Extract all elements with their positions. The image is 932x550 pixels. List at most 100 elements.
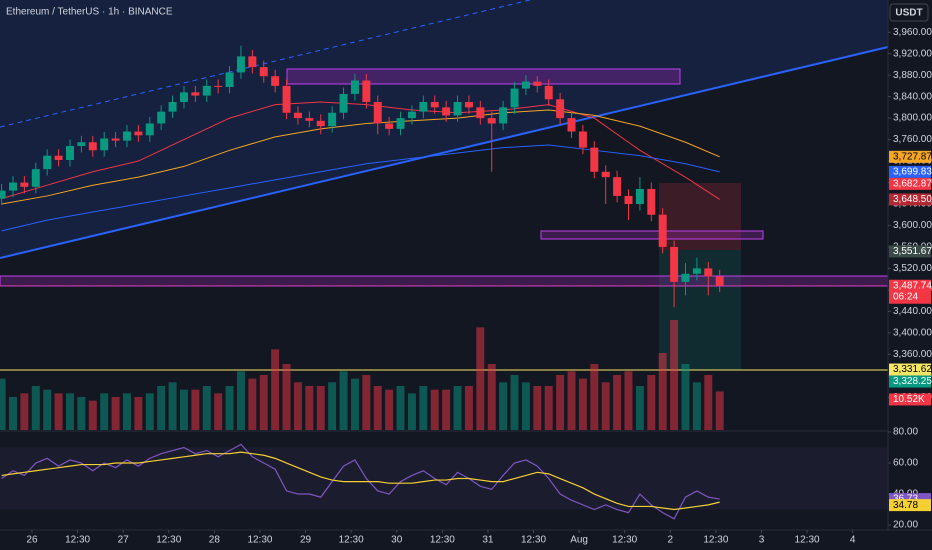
price-badge-label: 3,551.67 (893, 246, 932, 257)
candle-body (510, 88, 519, 108)
candle-body (168, 101, 177, 112)
candle-body (590, 147, 599, 172)
volume-bar (567, 371, 576, 430)
candle-body (293, 112, 302, 119)
volume-bar (704, 375, 713, 430)
candle-body (54, 155, 63, 160)
plot-area (0, 45, 888, 520)
volume-bar (88, 400, 97, 430)
stop-zone (659, 183, 741, 250)
volume-bar (179, 389, 188, 430)
candle-body (578, 131, 587, 148)
price-badge-label: 3,328.25 (893, 376, 932, 387)
candle-body (305, 118, 314, 121)
candle-body (624, 195, 633, 204)
volume-bar (134, 397, 143, 430)
price-badge-label: 3,699.83 (893, 167, 932, 178)
volume-bar (385, 389, 394, 430)
support-band (0, 275, 889, 287)
volume-bar (419, 386, 428, 430)
x-tick-label: 27 (118, 535, 130, 546)
candle-body (658, 214, 667, 247)
y-tick-label: 3,840.00 (893, 91, 932, 102)
candle-body (567, 118, 576, 132)
candle-body (499, 107, 508, 124)
rsi-tick-label: 20.00 (893, 520, 918, 531)
volume-bar (20, 393, 29, 430)
candle-body (316, 120, 325, 127)
volume-bar (510, 375, 519, 430)
volume-bar (453, 386, 462, 430)
price-badge-label: 3,682.87 (893, 179, 932, 190)
candle-body (248, 56, 257, 68)
candle-body (487, 118, 496, 124)
volume-bar (442, 389, 451, 430)
candle-body (214, 85, 223, 87)
currency-label[interactable]: USDT (895, 8, 922, 19)
volume-bar (362, 375, 371, 430)
x-tick-label: 12:30 (795, 535, 820, 546)
candle-body (385, 123, 394, 129)
candle-body (521, 81, 530, 89)
currency-button[interactable] (889, 3, 929, 22)
support-zone (540, 230, 764, 240)
x-tick-label: 12:30 (65, 535, 90, 546)
volume-bar (533, 386, 542, 430)
volume-bar (635, 386, 644, 430)
volume-bar (122, 393, 131, 430)
y-tick-label: 3,520.00 (893, 263, 932, 274)
volume-bar (236, 371, 245, 430)
rsi-tick-label: 60.00 (893, 458, 918, 469)
candle-body (419, 101, 428, 112)
volume-bar (65, 393, 74, 430)
y-tick-label: 3,600.00 (893, 220, 932, 231)
candle-body (362, 80, 371, 102)
channel-shade (0, 0, 888, 258)
volume-bar (282, 364, 291, 430)
volume-bar (248, 378, 257, 430)
x-tick-label: 12:30 (612, 535, 637, 546)
candle-body (430, 101, 439, 108)
candle-body (453, 101, 462, 116)
candle-body (396, 118, 405, 129)
trend-line (0, 46, 889, 259)
candle-body (9, 182, 17, 191)
volume-bar (225, 386, 234, 430)
y-tick-label: 3,440.00 (893, 306, 932, 317)
candle-body (670, 246, 679, 282)
volume-bar (647, 375, 656, 430)
volume-badge-label: 10.52K (893, 394, 925, 405)
price-badge (889, 150, 931, 163)
resistance-zone (286, 68, 681, 85)
candle-body (601, 171, 610, 178)
rsi-tick-label: 80.00 (893, 427, 918, 438)
candle-body (202, 85, 211, 96)
x-tick-label: 29 (300, 535, 312, 546)
volume-bar (271, 349, 280, 430)
volume-bar (328, 382, 337, 430)
rsi-ma-line (1, 451, 720, 511)
x-tick-label: 30 (391, 535, 403, 546)
y-tick-label: 3,880.00 (893, 70, 932, 81)
chart-title: Ethereum / TetherUS · 1h · BINANCE (6, 7, 173, 18)
price-badge (889, 363, 931, 376)
candle-body (191, 92, 200, 96)
volume-bar (157, 386, 166, 430)
x-tick-label: 2 (668, 535, 674, 546)
candle-body (350, 80, 359, 94)
price-badge-label: 3,727.87 (893, 151, 932, 162)
candle-body (464, 101, 473, 108)
volume-bar (476, 327, 485, 430)
candle-body (271, 76, 280, 86)
candle-body (681, 273, 690, 282)
volume-bar (658, 353, 667, 430)
x-tick-label: 4 (850, 535, 856, 546)
price-axis (888, 0, 932, 550)
moving-average (1, 144, 720, 232)
candle-body (145, 123, 154, 136)
y-tick-label: 3,800.00 (893, 113, 932, 124)
moving-average (1, 109, 720, 205)
volume-bar (350, 378, 359, 430)
price-badge-label: 3,331.62 (893, 364, 932, 375)
